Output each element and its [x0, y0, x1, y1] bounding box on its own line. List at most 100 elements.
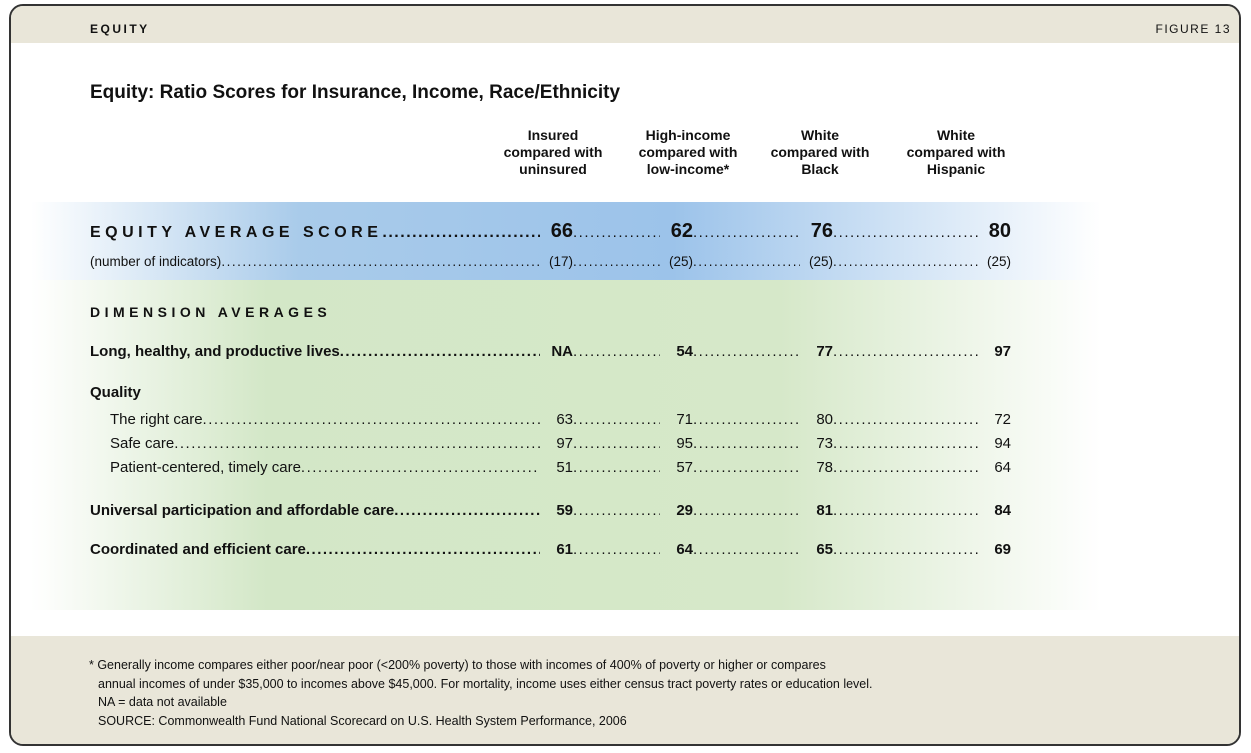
column-header-line: compared with: [503, 144, 603, 160]
cell-value: 64: [676, 541, 693, 558]
column-header: White compared with Hispanic: [886, 127, 1026, 178]
figure-label: FIGURE 13: [1155, 22, 1231, 36]
cell-value: 65: [816, 541, 833, 558]
row-label: Safe care: [110, 435, 175, 452]
column-header: Insured compared with uninsured: [483, 127, 623, 178]
dot-leader: [573, 459, 660, 476]
dot-leader: [394, 502, 540, 519]
group-label: Quality: [90, 384, 141, 401]
footnote-line: SOURCE: Commonwealth Fund National Score…: [98, 713, 627, 728]
row-label-cell: Long, healthy, and productive lives: [90, 343, 540, 360]
footnote-band: [11, 636, 1239, 744]
cell-value: (17): [548, 254, 573, 269]
column-header-line: High-income: [645, 127, 731, 143]
cell-value: 80: [988, 220, 1011, 242]
column-header-line: Insured: [527, 127, 579, 143]
dot-leader: [174, 435, 540, 452]
cell-value: 62: [670, 220, 693, 242]
row-label-cell: EQUITY AVERAGE SCORE: [90, 224, 540, 242]
table-row: Long, healthy, and productive lives NA 54 7…: [90, 343, 1011, 360]
footnote-line: annual incomes of under $35,000 to incom…: [98, 676, 873, 691]
dot-leader: [693, 502, 800, 519]
row-label: Universal participation and affordable c…: [90, 502, 395, 519]
row-label-cell: The right care: [90, 411, 540, 428]
cell-value: 69: [994, 541, 1011, 558]
dot-leader: [833, 224, 978, 241]
dot-leader: [833, 343, 978, 360]
row-label: EQUITY AVERAGE SCORE: [90, 224, 383, 241]
cell-value: 66: [550, 220, 573, 242]
dot-leader: [382, 224, 540, 242]
figure-frame: EQUITY FIGURE 13 Equity: Ratio Scores fo…: [9, 4, 1241, 746]
cell-value: 77: [816, 343, 833, 360]
cell-value: (25): [986, 254, 1011, 269]
row-label-cell: Safe care: [90, 435, 540, 452]
header-band: [11, 6, 1239, 43]
cell-value: 71: [676, 411, 693, 428]
row-label-cell: Patient-centered, timely care: [90, 459, 540, 476]
dot-leader: [203, 411, 540, 428]
cell-value: 73: [816, 435, 833, 452]
cell-value: 51: [556, 459, 573, 476]
column-header-line: compared with: [638, 144, 738, 160]
row-label: Patient-centered, timely care: [110, 459, 301, 476]
dot-leader: [306, 541, 540, 558]
cell-value: 64: [994, 459, 1011, 476]
row-label: The right care: [110, 411, 203, 428]
dot-leader: [573, 435, 660, 452]
dot-leader: [693, 343, 800, 360]
dot-leader: [693, 459, 800, 476]
row-label: Coordinated and efficient care: [90, 541, 306, 558]
dot-leader: [221, 254, 540, 269]
dot-leader: [573, 254, 660, 269]
column-header-line: compared with: [770, 144, 870, 160]
column-header: High-income compared with low-income*: [618, 127, 758, 178]
column-header-line: Black: [801, 161, 839, 177]
row-label: Long, healthy, and productive lives: [90, 343, 340, 360]
dot-leader: [693, 541, 800, 558]
dot-leader: [833, 541, 978, 558]
dimension-heading: DIMENSION AVERAGES: [90, 304, 332, 320]
column-header-line: White: [800, 127, 840, 143]
dot-leader: [693, 435, 800, 452]
table-row: Coordinated and efficient care 61 64 65 69: [90, 541, 1011, 558]
cell-value: 97: [994, 343, 1011, 360]
dot-leader: [573, 502, 660, 519]
cell-value: 84: [994, 502, 1011, 519]
footnote-line: * Generally income compares either poor/…: [89, 658, 826, 672]
row-label-cell: Coordinated and efficient care: [90, 541, 540, 558]
column-header-line: Hispanic: [926, 161, 986, 177]
dot-leader: [693, 254, 800, 269]
row-label-cell: (number of indicators): [90, 254, 540, 269]
table-row: Patient-centered, timely care 51 57 78 64: [90, 459, 1011, 476]
dot-leader: [833, 254, 978, 269]
dot-leader: [573, 343, 660, 360]
cell-value: 80: [816, 411, 833, 428]
dot-leader: [301, 459, 540, 476]
cell-value: 57: [676, 459, 693, 476]
cell-value: 54: [676, 343, 693, 360]
cell-value: 95: [676, 435, 693, 452]
dot-leader: [693, 224, 800, 241]
figure-title: Equity: Ratio Scores for Insurance, Inco…: [90, 82, 621, 103]
table-row: Safe care 97 95 73 94: [90, 435, 1011, 452]
cell-value: 63: [556, 411, 573, 428]
column-header: White compared with Black: [750, 127, 890, 178]
section-label: EQUITY: [90, 22, 150, 36]
column-header-line: White: [936, 127, 976, 143]
dot-leader: [340, 343, 540, 360]
cell-value: (25): [808, 254, 833, 269]
table-row: The right care 63 71 80 72: [90, 411, 1011, 428]
table-row: EQUITY AVERAGE SCORE 66 62 76 80: [90, 220, 1011, 243]
cell-value: 81: [816, 502, 833, 519]
cell-value: 29: [676, 502, 693, 519]
column-header-line: compared with: [906, 144, 1006, 160]
dot-leader: [833, 459, 978, 476]
dot-leader: [833, 411, 978, 428]
row-label-cell: Universal participation and affordable c…: [90, 502, 540, 519]
cell-value: 94: [994, 435, 1011, 452]
dot-leader: [833, 502, 978, 519]
dot-leader: [573, 224, 660, 241]
footnote-line: NA = data not available: [98, 695, 227, 709]
table-row: Universal participation and affordable c…: [90, 502, 1011, 519]
